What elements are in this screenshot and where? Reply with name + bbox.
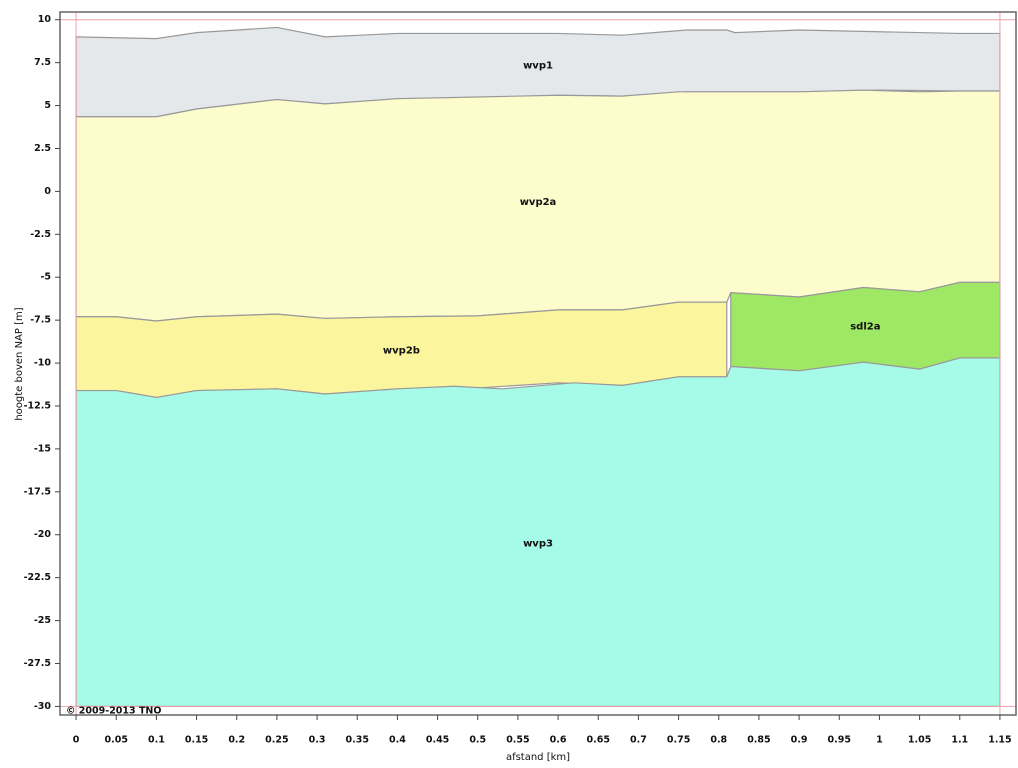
- x-tick-label: 0.7: [630, 735, 647, 746]
- x-tick-label: 0.75: [667, 735, 690, 746]
- layer-label: sdl2a: [850, 322, 880, 333]
- y-tick-label: -10: [34, 358, 52, 369]
- y-tick-label: 5: [44, 100, 51, 111]
- y-tick-label: -2.5: [30, 229, 51, 240]
- y-tick-label: -7.5: [30, 315, 51, 326]
- layer: [75, 357, 1001, 708]
- x-tick-label: 0.65: [587, 735, 610, 746]
- y-tick-label: 10: [38, 14, 52, 25]
- y-tick-label: -12.5: [24, 400, 51, 411]
- y-tick-label: -17.5: [24, 486, 51, 497]
- x-tick-label: 1: [876, 735, 883, 746]
- y-tick-label: -30: [34, 701, 52, 712]
- layer-label: wvp1: [523, 61, 553, 72]
- x-tick-label: 0.95: [828, 735, 851, 746]
- y-tick-label: -15: [34, 443, 51, 454]
- y-tick-label: -25: [34, 615, 51, 626]
- copyright: © 2009-2013 TNO: [66, 706, 161, 717]
- layer-label: wvp2a: [520, 197, 557, 208]
- y-tick-label: -20: [34, 529, 52, 540]
- y-axis-label: hoogte boven NAP [m]: [14, 307, 25, 420]
- x-tick-label: 0: [73, 735, 80, 746]
- x-tick-label: 0.15: [185, 735, 208, 746]
- x-tick-label: 0.8: [710, 735, 727, 746]
- y-tick-label: 7.5: [34, 57, 51, 68]
- x-tick-label: 0.55: [506, 735, 529, 746]
- x-tick-label: 0.85: [747, 735, 770, 746]
- y-tick-label: 0: [44, 186, 51, 197]
- x-tick-label: 0.1: [148, 735, 165, 746]
- y-tick-label: -22.5: [24, 572, 51, 583]
- x-tick-label: 0.4: [389, 735, 406, 746]
- x-axis-label: afstand [km]: [506, 752, 570, 763]
- x-tick-label: 0.9: [791, 735, 808, 746]
- y-tick-label: -27.5: [24, 658, 51, 669]
- y-tick-label: -5: [40, 272, 51, 283]
- x-tick-label: 0.35: [346, 735, 369, 746]
- x-tick-label: 0.25: [265, 735, 288, 746]
- x-tick-label: 0.5: [469, 735, 486, 746]
- x-tick-label: 1.05: [908, 735, 931, 746]
- layer-label: wvp3: [523, 538, 553, 549]
- x-tick-label: 0.6: [550, 735, 567, 746]
- x-tick-label: 0.2: [228, 735, 245, 746]
- y-tick-label: 2.5: [34, 143, 51, 154]
- x-tick-label: 0.45: [426, 735, 449, 746]
- x-tick-label: 1.1: [951, 735, 968, 746]
- x-tick-label: 0.3: [309, 735, 326, 746]
- x-tick-label: 0.05: [105, 735, 128, 746]
- layer-label: wvp2b: [383, 345, 420, 356]
- x-tick-label: 1.15: [988, 735, 1011, 746]
